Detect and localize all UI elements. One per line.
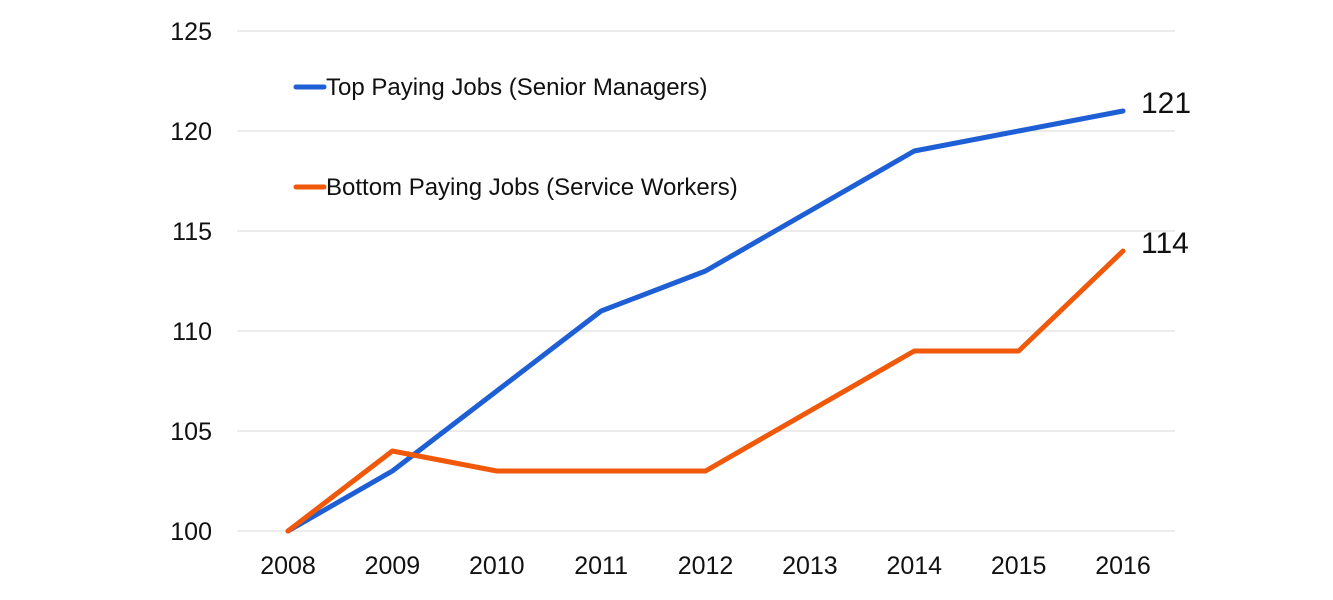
x-tick-label: 2009: [365, 552, 421, 580]
y-tick-label: 100: [170, 518, 212, 546]
gridlines: [237, 30, 1175, 532]
y-tick-label: 110: [172, 318, 212, 346]
series-line-bottom-paying-jobs: [285, 248, 1126, 534]
x-tick-label: 2013: [782, 552, 838, 580]
x-axis-ticks: 2008 2009 2010 2011 2012 2013 2014 2015 2016: [260, 552, 1151, 580]
x-tick-label: 2014: [886, 552, 942, 580]
legend-label: Bottom Paying Jobs (Service Workers): [326, 174, 738, 201]
legend-entry: Top Paying Jobs (Senior Managers): [293, 74, 708, 101]
x-tick-label: 2012: [678, 552, 734, 580]
x-tick-label: 2008: [260, 552, 316, 580]
end-value-label: 121: [1141, 87, 1191, 120]
legend: Top Paying Jobs (Senior Managers) Bottom …: [293, 74, 738, 201]
series-lines: [285, 108, 1126, 534]
series-line-top-paying-jobs: [285, 108, 1126, 534]
x-tick-label: 2010: [469, 552, 525, 580]
x-tick-label: 2016: [1095, 552, 1151, 580]
end-labels: 121 114: [1141, 87, 1191, 260]
x-tick-label: 2015: [991, 552, 1047, 580]
x-tick-label: 2011: [574, 552, 628, 580]
y-axis-ticks: 100 105 110 115 120 125: [170, 18, 212, 546]
legend-entry: Bottom Paying Jobs (Service Workers): [293, 174, 738, 201]
y-tick-label: 115: [172, 218, 212, 246]
end-value-label: 114: [1141, 227, 1189, 260]
legend-label: Top Paying Jobs (Senior Managers): [326, 74, 708, 101]
y-tick-label: 125: [170, 18, 212, 46]
y-tick-label: 120: [170, 118, 212, 146]
y-tick-label: 105: [170, 418, 212, 446]
